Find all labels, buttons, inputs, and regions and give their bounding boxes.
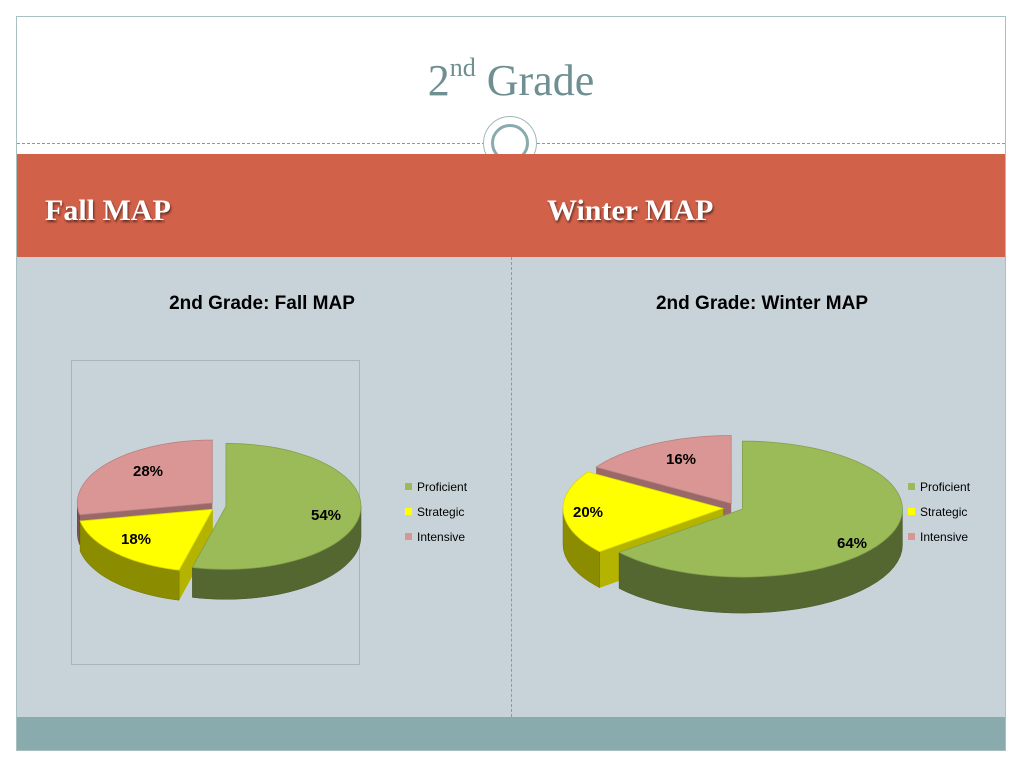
title-main: 2 (427, 56, 450, 105)
fall-chart-title: 2nd Grade: Fall MAP (169, 293, 355, 314)
legend-item-proficient: Proficient (908, 480, 970, 505)
legend-item-proficient: Proficient (405, 480, 467, 505)
title-area: 2nd Grade (17, 17, 1005, 143)
legend-swatch (908, 508, 915, 516)
winter-pie-chart: 64% 20% 16% (562, 435, 903, 614)
legend-label: Intensive (920, 530, 969, 544)
legend-item-intensive: Intensive (908, 530, 970, 555)
legend-swatch (405, 533, 412, 541)
pie-slice-proficient (191, 442, 362, 570)
right-column-heading: Winter MAP (547, 194, 714, 227)
left-column-heading: Fall MAP (45, 194, 171, 227)
pie-data-label: 64% (837, 535, 867, 552)
legend-label: Proficient (417, 480, 468, 494)
pie-data-label: 28% (133, 463, 163, 480)
legend-swatch (405, 508, 412, 516)
pie-slice-strategic (562, 471, 725, 553)
legend-label: Strategic (920, 505, 968, 519)
legend-label: Intensive (417, 530, 466, 544)
pie-data-label: 54% (311, 507, 341, 524)
pie-slice-strategic (79, 508, 214, 571)
legend-swatch (908, 483, 915, 491)
pie-slice-intensive (76, 439, 213, 516)
title-superscript: nd (449, 53, 476, 82)
title-rest: Grade (475, 56, 595, 105)
fall-legend: Proficient Strategic Intensive (405, 480, 467, 555)
pie-data-label: 16% (666, 451, 696, 468)
pie-data-label: 18% (121, 531, 151, 548)
legend-label: Proficient (920, 480, 971, 494)
slide-title: 2nd Grade (17, 53, 1005, 106)
pie-slice-proficient (618, 440, 903, 578)
legend-item-intensive: Intensive (405, 530, 467, 555)
pie-slice-intensive (595, 435, 732, 505)
footer-band (17, 717, 1005, 750)
slide: 2nd Grade Fall MAP Winter MAP 2nd Grade:… (16, 16, 1006, 751)
legend-label: Strategic (417, 505, 465, 519)
legend-item-strategic: Strategic (405, 505, 467, 530)
winter-legend: Proficient Strategic Intensive (908, 480, 970, 555)
header-band: Fall MAP Winter MAP (17, 154, 1005, 257)
content-area: 2nd Grade: Fall MAP 54% 18% 28% Proficient… (17, 257, 1005, 717)
fall-pie-chart: 54% 18% 28% (76, 439, 362, 601)
column-divider (511, 257, 512, 717)
pie-data-label: 20% (573, 504, 603, 521)
legend-swatch (405, 483, 412, 491)
winter-chart-title: 2nd Grade: Winter MAP (655, 293, 868, 314)
legend-swatch (908, 533, 915, 541)
pie-slice-edge (179, 509, 213, 601)
legend-item-strategic: Strategic (908, 505, 970, 530)
